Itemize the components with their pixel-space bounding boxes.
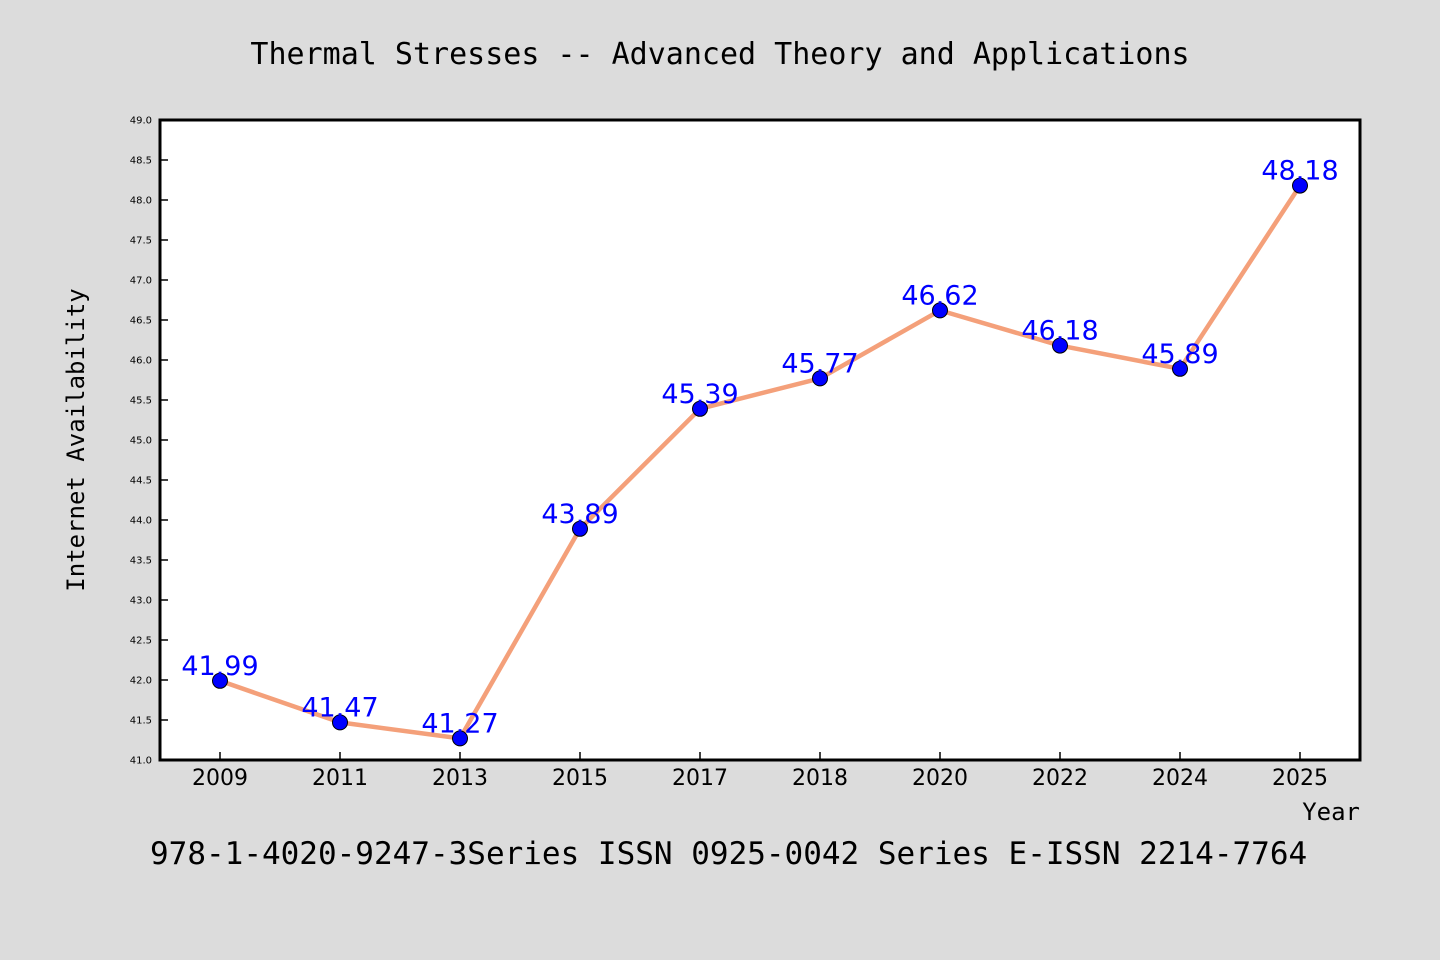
x-tick-label: 2024: [1152, 766, 1208, 791]
y-axis: 41.0 41.5 42.0 42.5 43.0 43.5 44.0 44.5 45.0 45.5…: [130, 116, 168, 767]
footer-text: 978-1-4020-9247-3Series ISSN 0925-0042 S…: [150, 836, 1307, 872]
y-tick-label: 47.5: [130, 236, 152, 247]
x-tick-label: 2013: [432, 766, 488, 791]
y-tick-label: 45.5: [130, 396, 152, 407]
x-tick-label: 2020: [912, 766, 968, 791]
data-label: 46.18: [1021, 316, 1098, 347]
data-label: 45.89: [1141, 339, 1218, 370]
data-label: 48.18: [1261, 156, 1338, 187]
data-label: 41.99: [181, 651, 258, 682]
plot-area: [158, 118, 1362, 762]
y-tick-label: 48.0: [130, 196, 152, 207]
data-point-marker: [1292, 177, 1308, 194]
x-tick-label: 2009: [192, 766, 248, 791]
y-tick-label: 47.0: [130, 276, 152, 287]
y-tick-label: 44.5: [130, 476, 152, 487]
data-point-marker: [932, 302, 948, 319]
x-axis: 2009 2011 2013 2015 2017 2018 2020 2022 2024 2025: [192, 752, 1328, 791]
y-tick-label: 42.0: [130, 676, 152, 687]
y-tick-label: 41.5: [130, 716, 152, 727]
series-line: [217, 183, 1303, 741]
x-tick-label: 2017: [672, 766, 728, 791]
series-layer: 41.99 41.47 41.27 43.89 45.39 45.77 46.62 46.18…: [181, 156, 1339, 747]
x-tick-label: 2015: [552, 766, 608, 791]
data-label: 45.39: [661, 379, 738, 410]
data-point-marker: [1052, 337, 1068, 354]
y-tick-label: 43.0: [130, 596, 152, 607]
chart-title: Thermal Stresses -- Advanced Theory and …: [250, 37, 1189, 72]
data-point-marker: [452, 730, 468, 747]
y-tick-label: 49.0: [130, 116, 152, 127]
y-tick-label: 42.5: [130, 636, 152, 647]
y-tick-label: 45.0: [130, 436, 152, 447]
data-point-marker: [212, 672, 228, 689]
x-axis-label: Year: [1302, 798, 1360, 826]
data-point-marker: [812, 370, 828, 387]
data-label: 41.47: [301, 692, 378, 723]
x-tick-label: 2011: [312, 766, 368, 791]
y-tick-label: 46.0: [130, 356, 152, 367]
data-label: 46.62: [901, 280, 978, 311]
y-tick-label: 44.0: [130, 516, 152, 527]
data-point-marker: [692, 400, 708, 417]
data-point-marker: [1172, 360, 1188, 377]
y-tick-label: 46.5: [130, 316, 152, 327]
y-tick-label: 48.5: [130, 156, 152, 167]
x-tick-label: 2022: [1032, 766, 1088, 791]
data-point-marker: [572, 520, 588, 537]
data-label: 41.27: [421, 708, 498, 739]
x-tick-label: 2018: [792, 766, 848, 791]
x-tick-label: 2025: [1272, 766, 1328, 791]
data-label: 45.77: [781, 348, 858, 379]
data-label: 43.89: [541, 499, 618, 530]
y-tick-label: 43.5: [130, 556, 152, 567]
data-point-marker: [332, 714, 348, 731]
y-tick-label: 41.0: [130, 756, 152, 767]
y-axis-label: Internet Availability: [62, 288, 90, 591]
